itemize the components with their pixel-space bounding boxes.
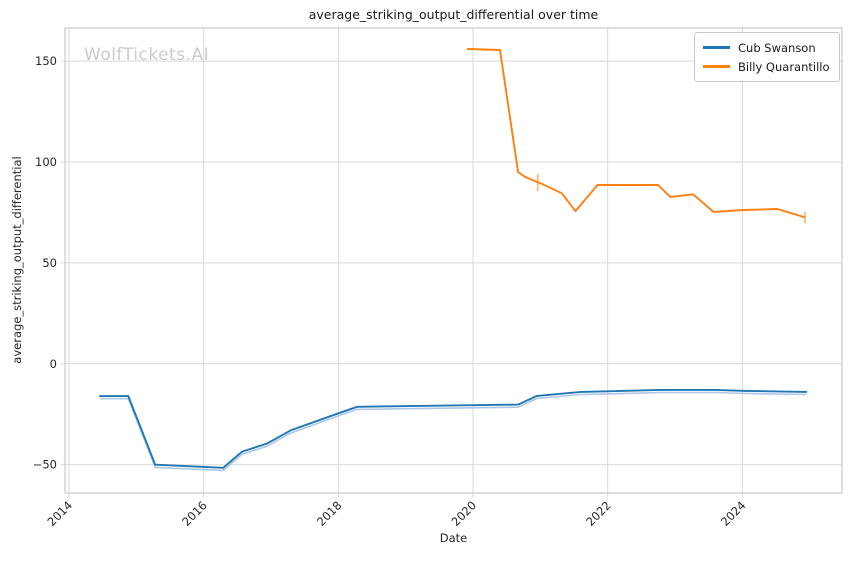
svg-text:2020: 2020	[449, 498, 480, 529]
svg-text:2016: 2016	[179, 498, 210, 529]
legend-line-sample-blue	[703, 46, 730, 49]
legend-label: Cub Swanson	[738, 40, 816, 55]
svg-text:150: 150	[35, 54, 57, 68]
legend: Cub Swanson Billy Quarantillo	[694, 32, 840, 82]
svg-text:2024: 2024	[718, 498, 749, 529]
svg-text:100: 100	[35, 155, 57, 169]
watermark: WolfTickets.AI	[84, 45, 210, 65]
svg-text:2014: 2014	[45, 498, 76, 529]
legend-label: Billy Quarantillo	[738, 59, 830, 74]
legend-item-billy-quarantillo: Billy Quarantillo	[703, 57, 830, 76]
chart-title: average_striking_output_differential ove…	[308, 7, 599, 22]
svg-text:2022: 2022	[583, 498, 614, 529]
x-axis-label: Date	[439, 531, 468, 545]
svg-text:50: 50	[42, 256, 57, 270]
svg-text:−50: −50	[33, 458, 57, 472]
legend-line-sample-orange	[703, 65, 730, 68]
svg-text:0: 0	[50, 357, 57, 371]
svg-text:2018: 2018	[314, 498, 345, 529]
legend-item-cub-swanson: Cub Swanson	[703, 38, 830, 57]
